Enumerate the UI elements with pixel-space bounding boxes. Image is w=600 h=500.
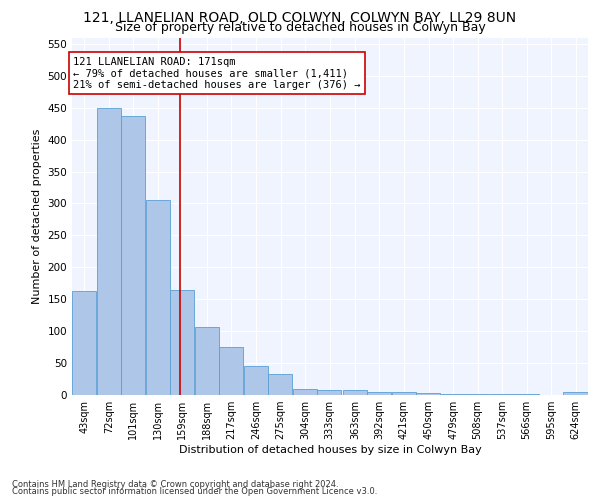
- Bar: [441, 394, 465, 395]
- Bar: [367, 392, 391, 395]
- Bar: [317, 390, 341, 395]
- Bar: [514, 394, 539, 395]
- Text: 121, LLANELIAN ROAD, OLD COLWYN, COLWYN BAY, LL29 8UN: 121, LLANELIAN ROAD, OLD COLWYN, COLWYN …: [83, 11, 517, 25]
- Bar: [72, 291, 96, 395]
- Bar: [97, 108, 121, 395]
- Bar: [416, 393, 440, 395]
- Bar: [219, 347, 243, 395]
- Bar: [170, 290, 194, 395]
- Bar: [563, 392, 587, 395]
- Text: Contains HM Land Registry data © Crown copyright and database right 2024.: Contains HM Land Registry data © Crown c…: [12, 480, 338, 489]
- Bar: [244, 366, 268, 395]
- Bar: [146, 200, 170, 395]
- Text: 121 LLANELIAN ROAD: 171sqm
← 79% of detached houses are smaller (1,411)
21% of s: 121 LLANELIAN ROAD: 171sqm ← 79% of deta…: [73, 56, 361, 90]
- Bar: [392, 392, 416, 395]
- Bar: [343, 390, 367, 395]
- Bar: [293, 388, 317, 395]
- X-axis label: Distribution of detached houses by size in Colwyn Bay: Distribution of detached houses by size …: [179, 445, 481, 455]
- Bar: [466, 394, 490, 395]
- Bar: [194, 328, 219, 395]
- Bar: [121, 116, 145, 395]
- Bar: [490, 394, 514, 395]
- Bar: [268, 374, 292, 395]
- Text: Size of property relative to detached houses in Colwyn Bay: Size of property relative to detached ho…: [115, 22, 485, 35]
- Y-axis label: Number of detached properties: Number of detached properties: [32, 128, 42, 304]
- Text: Contains public sector information licensed under the Open Government Licence v3: Contains public sector information licen…: [12, 487, 377, 496]
